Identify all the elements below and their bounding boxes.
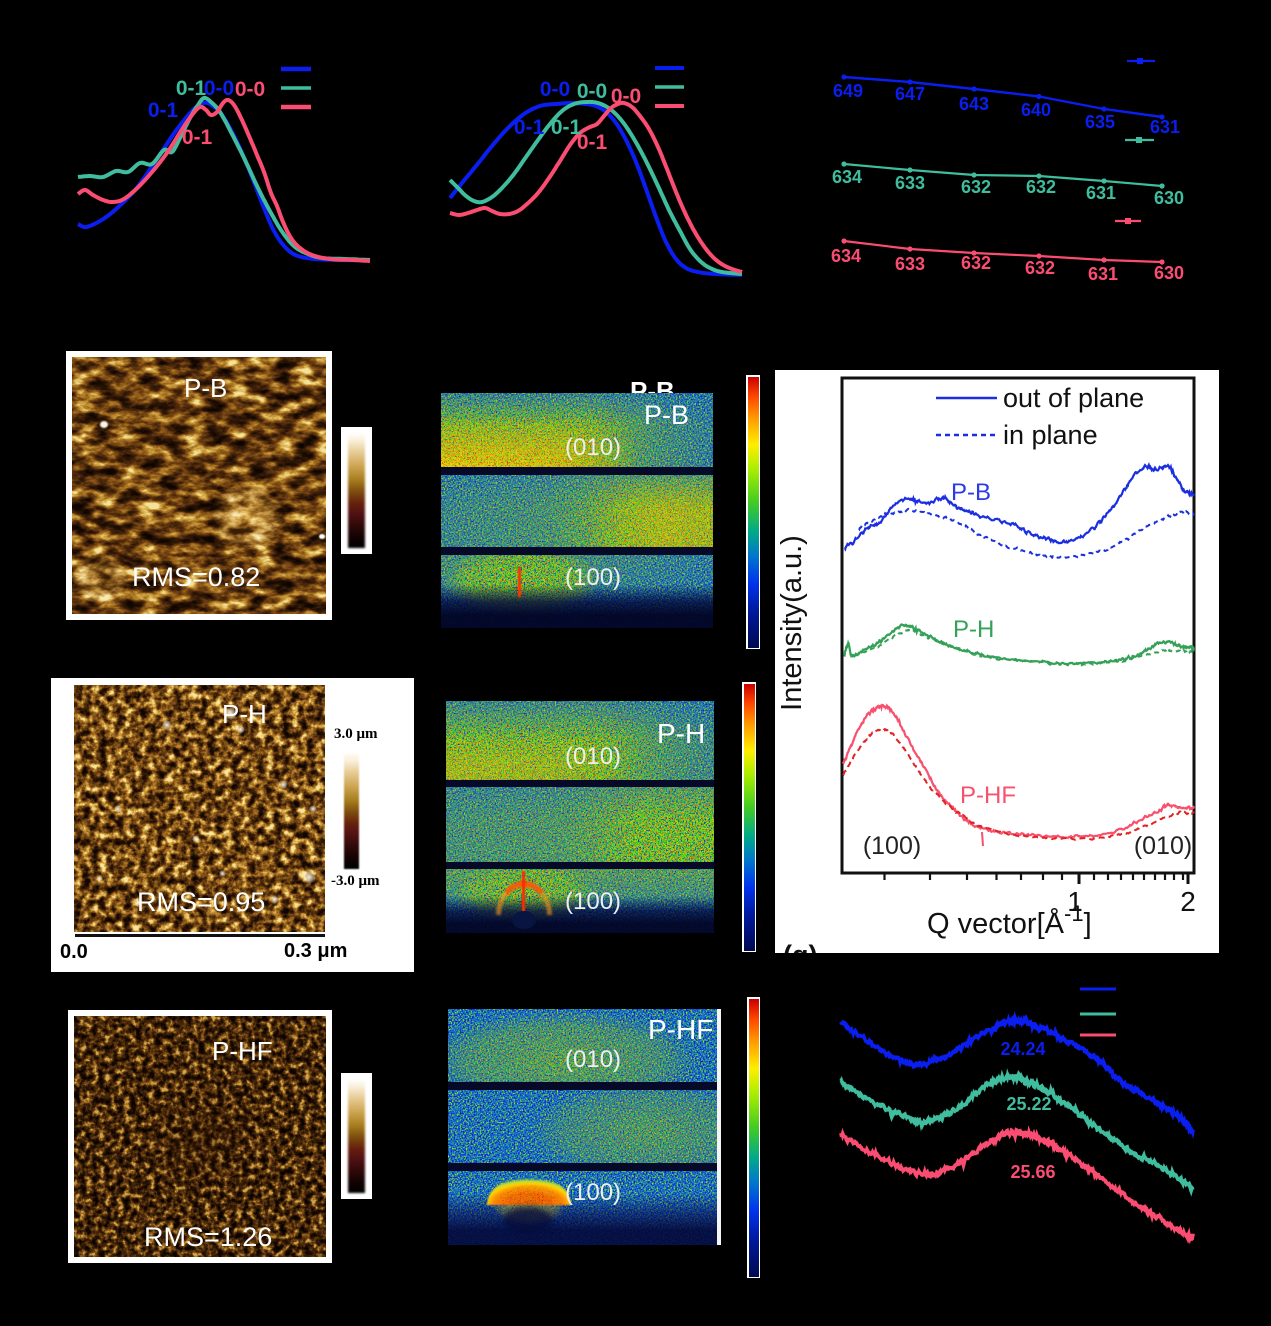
svg-text:(100): (100) <box>863 832 921 860</box>
svg-text:25.22: 25.22 <box>1006 1094 1051 1114</box>
svg-text:24.24: 24.24 <box>1000 1039 1045 1059</box>
svg-text:631: 631 <box>1086 183 1116 203</box>
svg-text:0-1: 0-1 <box>577 131 608 154</box>
svg-text:631: 631 <box>1088 264 1118 284</box>
svg-text:649: 649 <box>833 81 863 101</box>
svg-text:630: 630 <box>1154 263 1184 283</box>
svg-text:634: 634 <box>831 246 861 266</box>
svg-text:Intensity(a.u.): Intensity(a.u.) <box>776 535 808 711</box>
svg-text:(g): (g) <box>783 940 817 953</box>
svg-text:0-1: 0-1 <box>551 116 582 139</box>
svg-text:0-1: 0-1 <box>514 116 545 139</box>
svg-text:633: 633 <box>895 254 925 274</box>
svg-text:647: 647 <box>895 84 925 104</box>
svg-text:0-0: 0-0 <box>540 78 570 101</box>
svg-text:632: 632 <box>1025 258 1055 278</box>
svg-text:632: 632 <box>961 177 991 197</box>
svg-text:25.66: 25.66 <box>1010 1162 1055 1182</box>
svg-text:0-0: 0-0 <box>611 85 641 108</box>
svg-text:634: 634 <box>832 167 862 187</box>
svg-text:P-H: P-H <box>953 616 994 643</box>
svg-text:643: 643 <box>959 94 989 114</box>
svg-text:1: 1 <box>1067 886 1083 917</box>
svg-text:0-0: 0-0 <box>204 77 234 100</box>
svg-text:Q vector[Å-1]: Q vector[Å-1] <box>927 901 1092 940</box>
svg-text:2: 2 <box>1180 886 1196 917</box>
svg-text:630: 630 <box>1154 188 1184 208</box>
svg-text:in plane: in plane <box>1003 420 1098 450</box>
svg-text:P-HF: P-HF <box>960 782 1016 809</box>
svg-text:0-1: 0-1 <box>148 99 179 122</box>
svg-text:0-1: 0-1 <box>182 126 213 149</box>
svg-text:out of plane: out of plane <box>1003 383 1144 413</box>
svg-text:640: 640 <box>1021 100 1051 120</box>
svg-text:0-0: 0-0 <box>577 80 607 103</box>
svg-text:635: 635 <box>1085 112 1115 132</box>
svg-text:632: 632 <box>1026 177 1056 197</box>
svg-text:(010): (010) <box>1134 832 1192 860</box>
svg-text:632: 632 <box>961 253 991 273</box>
svg-text:P-B: P-B <box>951 479 991 506</box>
svg-text:0-1: 0-1 <box>176 77 207 100</box>
svg-text:631: 631 <box>1150 117 1180 137</box>
svg-text:0-0: 0-0 <box>235 78 265 101</box>
svg-text:633: 633 <box>895 173 925 193</box>
